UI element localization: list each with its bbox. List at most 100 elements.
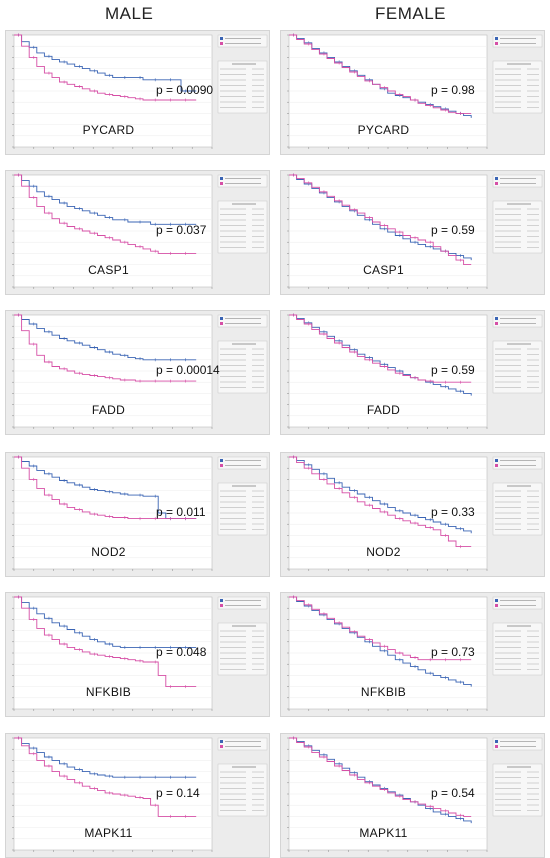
low-expression-curve: [14, 34, 197, 92]
km-panel: p = 0.59 FADD: [280, 310, 545, 435]
high-expression-curve: [289, 737, 472, 817]
high-expression-curve: [14, 737, 197, 817]
gene-label: NOD2: [91, 545, 126, 559]
p-value: p = 0.54: [431, 786, 475, 800]
legend-box: [217, 456, 268, 470]
low-expression-curve: [14, 737, 197, 778]
stats-box: [492, 482, 543, 536]
legend-box: [217, 174, 268, 188]
km-panel: p = 0.00014 FADD: [5, 310, 270, 435]
km-plot: [287, 33, 543, 149]
km-plot: [12, 736, 268, 852]
header-female: FEMALE: [375, 4, 447, 23]
legend-swatch-high: [220, 604, 223, 607]
low-expression-curve: [14, 174, 197, 225]
legend-swatch-high: [495, 745, 498, 748]
p-value: p = 0.33: [431, 505, 475, 519]
low-expression-curve: [14, 456, 197, 520]
km-plot: [12, 455, 268, 571]
km-plot: [287, 313, 543, 429]
legend-box: [217, 314, 268, 328]
high-expression-curve: [289, 596, 472, 661]
legend-swatch-high: [495, 464, 498, 467]
km-plot: [287, 595, 543, 711]
p-value: p = 0.00014: [156, 363, 220, 377]
high-expression-curve: [14, 596, 197, 688]
legend-box: [492, 174, 543, 188]
stats-box: [217, 622, 268, 676]
p-value: p = 0.048: [156, 645, 207, 659]
p-value: p = 0.011: [156, 505, 206, 519]
legend-box: [217, 34, 268, 48]
km-panel: p = 0.0090 PYCARD: [5, 30, 270, 155]
legend-swatch-low: [495, 459, 498, 462]
legend-swatch-high: [220, 745, 223, 748]
legend-swatch-high: [495, 604, 498, 607]
legend-swatch-low: [495, 37, 498, 40]
legend-swatch-low: [220, 177, 223, 180]
km-plot: [287, 173, 543, 289]
km-plot: [287, 736, 543, 852]
legend-box: [217, 596, 268, 610]
stats-box: [492, 60, 543, 114]
gene-label: FADD: [91, 403, 126, 417]
stats-box: [492, 200, 543, 254]
high-expression-curve: [14, 314, 197, 382]
legend-swatch-low: [220, 599, 223, 602]
p-value: p = 0.59: [431, 363, 475, 377]
gene-label: CASP1: [363, 263, 404, 277]
legend-swatch-low: [220, 37, 223, 40]
legend-swatch-low: [495, 599, 498, 602]
km-panel: p = 0.54 MAPK11: [280, 733, 545, 858]
legend-swatch-low: [220, 740, 223, 743]
legend-swatch-high: [220, 42, 223, 45]
km-panel: p = 0.59 CASP1: [280, 170, 545, 295]
legend-swatch-high: [495, 322, 498, 325]
legend-swatch-low: [220, 317, 223, 320]
gene-label: NFKBIB: [85, 685, 132, 699]
stats-box: [217, 763, 268, 817]
high-expression-curve: [289, 34, 472, 114]
gene-label: NOD2: [366, 545, 401, 559]
gene-label: MAPK11: [84, 826, 133, 840]
p-value: p = 0.59: [431, 223, 475, 237]
legend-box: [492, 737, 543, 751]
p-value: p = 0.037: [156, 223, 207, 237]
stats-box: [217, 200, 268, 254]
gene-label: NFKBIB: [360, 685, 407, 699]
legend-swatch-low: [495, 740, 498, 743]
legend-box: [492, 314, 543, 328]
gene-label: PYCARD: [82, 123, 135, 137]
stats-box: [217, 482, 268, 536]
km-plot: [12, 313, 268, 429]
legend-swatch-high: [220, 182, 223, 185]
stats-box: [217, 60, 268, 114]
legend-box: [492, 596, 543, 610]
p-value: p = 0.14: [156, 786, 200, 800]
km-panel: p = 0.011 NOD2: [5, 452, 270, 577]
gene-label: MAPK11: [359, 826, 408, 840]
low-expression-curve: [14, 596, 197, 648]
stats-box: [492, 622, 543, 676]
legend-box: [217, 737, 268, 751]
km-plot: [12, 173, 268, 289]
legend-swatch-low: [495, 177, 498, 180]
low-expression-curve: [289, 596, 472, 687]
km-panel: p = 0.048 NFKBIB: [5, 592, 270, 717]
gene-label: CASP1: [88, 263, 129, 277]
stats-box: [217, 340, 268, 394]
km-panel: p = 0.98 PYCARD: [280, 30, 545, 155]
high-expression-curve: [14, 34, 197, 101]
legend-swatch-high: [220, 464, 223, 467]
p-value: p = 0.98: [431, 83, 475, 97]
high-expression-curve: [289, 174, 472, 266]
stats-box: [492, 340, 543, 394]
legend-swatch-low: [220, 459, 223, 462]
km-plot: [12, 33, 268, 149]
legend-swatch-high: [220, 322, 223, 325]
gene-label: PYCARD: [357, 123, 410, 137]
legend-box: [492, 456, 543, 470]
km-panel: p = 0.14 MAPK11: [5, 733, 270, 858]
km-plot: [287, 455, 543, 571]
km-panel: p = 0.73 NFKBIB: [280, 592, 545, 717]
